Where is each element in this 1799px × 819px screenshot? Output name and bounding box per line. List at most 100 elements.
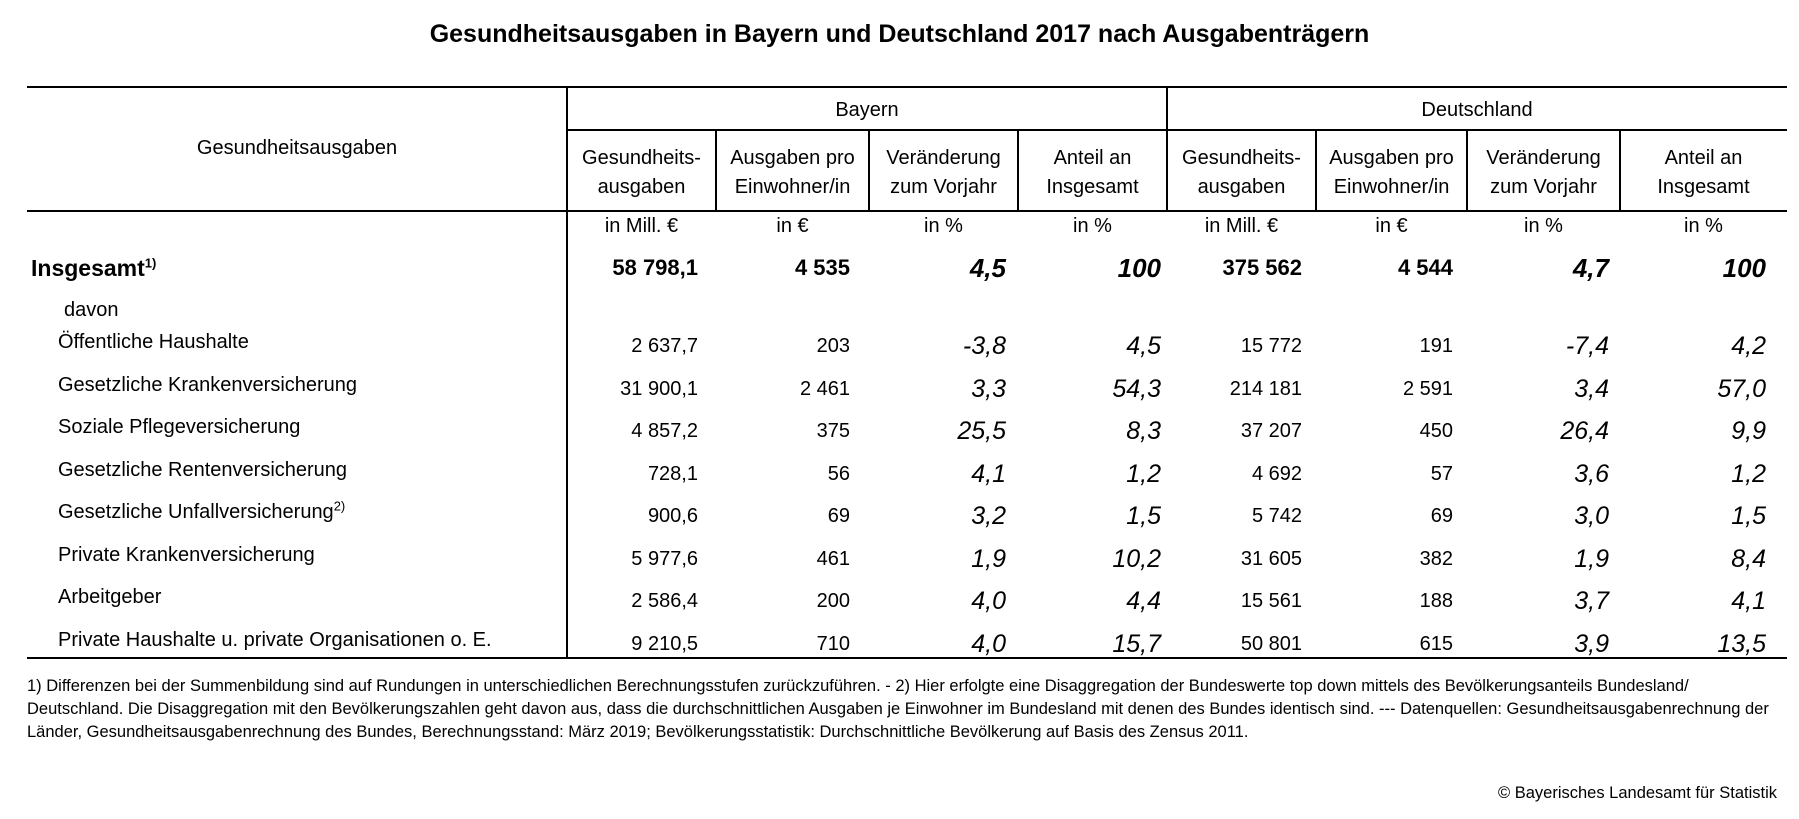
value-cell: 4,5	[1126, 332, 1161, 360]
footnote-marker: 1)	[144, 255, 157, 271]
value-cell: 3,0	[1574, 502, 1609, 530]
row-label-text: Gesetzliche Unfallversicherung	[58, 501, 334, 523]
value-cell: 2 637,7	[631, 335, 698, 357]
value-cell: 2 461	[799, 378, 850, 400]
value-cell: 26,4	[1560, 417, 1609, 445]
rule-bottom	[27, 657, 1787, 659]
row-label-text: Gesetzliche Krankenversicherung	[58, 374, 358, 396]
column-header-line1: Ausgaben pro	[1329, 147, 1454, 169]
value-cell: 5 977,6	[631, 548, 698, 570]
value-cell: 69	[827, 505, 850, 527]
row-label-text: Öffentliche Haushalte	[58, 331, 249, 353]
page-title: Gesundheitsausgaben in Bayern und Deutsc…	[429, 20, 1370, 48]
total-value-cell: 4 544	[1397, 255, 1453, 280]
row-label-text: Arbeitgeber	[58, 586, 162, 608]
value-cell: 4 692	[1251, 463, 1302, 485]
total-value-cell: 4,5	[969, 253, 1006, 283]
value-cell: 375	[816, 420, 850, 442]
value-cell: 4,0	[971, 587, 1006, 615]
column-header-line2: zum Vorjahr	[890, 176, 997, 198]
value-cell: 1,2	[1731, 460, 1766, 488]
value-cell: 31 900,1	[620, 378, 698, 400]
unit-label: in %	[1073, 215, 1112, 237]
value-cell: 8,3	[1126, 417, 1161, 445]
total-value-cell: 375 562	[1222, 255, 1302, 280]
column-header-line1: Ausgaben pro	[730, 147, 855, 169]
value-cell: 203	[816, 335, 850, 357]
value-cell: 1,5	[1126, 502, 1161, 530]
total-value-cell: 100	[1117, 253, 1161, 283]
copyright: © Bayerisches Landesamt für Statistik	[1497, 784, 1777, 802]
value-cell: 615	[1419, 633, 1453, 655]
vrule-col	[868, 130, 870, 210]
value-cell: 200	[816, 590, 850, 612]
column-header-line1: Anteil an	[1053, 147, 1132, 169]
row-label: Arbeitgeber	[58, 583, 558, 611]
row-label: Private Haushalte u. private Organisatio…	[58, 626, 558, 654]
value-cell: 15 561	[1240, 590, 1302, 612]
column-header-line2: Einwohner/in	[734, 176, 851, 198]
column-header-line1: Gesundheits-	[1182, 147, 1301, 169]
column-header-line1: Veränderung	[886, 147, 1001, 169]
value-cell: 25,5	[957, 417, 1006, 445]
value-cell: 4 857,2	[631, 420, 698, 442]
footnote-marker: 2)	[333, 498, 346, 514]
value-cell: 3,9	[1574, 630, 1609, 658]
value-cell: 450	[1419, 420, 1453, 442]
column-header-line2: ausgaben	[1197, 176, 1286, 198]
value-cell: 461	[816, 548, 850, 570]
value-cell: 710	[816, 633, 850, 655]
column-header-line2: Einwohner/in	[1333, 176, 1450, 198]
value-cell: 57,0	[1717, 375, 1766, 403]
value-cell: 37 207	[1240, 420, 1302, 442]
value-cell: 4,1	[1731, 587, 1766, 615]
value-cell: 3,3	[971, 375, 1006, 403]
column-header-line1: Veränderung	[1486, 147, 1601, 169]
value-cell: 54,3	[1112, 375, 1161, 403]
vrule-row-header	[566, 86, 568, 657]
rule-top	[27, 86, 1787, 88]
row-label-text: Soziale Pflegeversicherung	[58, 416, 301, 438]
value-cell: 9,9	[1731, 417, 1766, 445]
total-value-cell: 100	[1722, 253, 1766, 283]
value-cell: 15 772	[1240, 335, 1302, 357]
value-cell: 3,2	[971, 502, 1006, 530]
value-cell: -7,4	[1565, 332, 1609, 360]
value-cell: 1,2	[1126, 460, 1161, 488]
value-cell: 69	[1430, 505, 1453, 527]
value-cell: 4,2	[1731, 332, 1766, 360]
value-cell: 3,4	[1574, 375, 1609, 403]
vrule-col	[1017, 130, 1019, 210]
value-cell: 900,6	[647, 505, 698, 527]
value-cell: 3,7	[1574, 587, 1609, 615]
row-label-text: Private Krankenversicherung	[58, 544, 315, 566]
value-cell: 188	[1419, 590, 1453, 612]
value-cell: 15,7	[1112, 630, 1161, 658]
unit-label: in %	[1684, 215, 1723, 237]
value-cell: 1,9	[1574, 545, 1609, 573]
rule-header-bottom	[27, 210, 1787, 212]
davon-label: davon	[64, 299, 119, 321]
value-cell: 4,4	[1126, 587, 1161, 615]
total-value-cell: 4 535	[794, 255, 850, 280]
value-cell: 10,2	[1112, 545, 1161, 573]
value-cell: 3,6	[1574, 460, 1609, 488]
row-header-label: Gesundheitsausgaben	[196, 137, 398, 159]
value-cell: 4,0	[971, 630, 1006, 658]
column-header-line1: Anteil an	[1664, 147, 1743, 169]
value-cell: 1,9	[971, 545, 1006, 573]
value-cell: 1,5	[1731, 502, 1766, 530]
unit-label: in %	[1524, 215, 1563, 237]
row-label: Gesetzliche Rentenversicherung	[58, 456, 558, 484]
value-cell: 9 210,5	[631, 633, 698, 655]
value-cell: 4,1	[971, 460, 1006, 488]
value-cell: 191	[1419, 335, 1453, 357]
value-cell: 31 605	[1240, 548, 1302, 570]
unit-label: in %	[924, 215, 963, 237]
value-cell: 2 586,4	[631, 590, 698, 612]
vrule-col	[715, 130, 717, 210]
row-label-text: Gesetzliche Rentenversicherung	[58, 459, 348, 481]
row-label-text: Private Haushalte u. private Organisatio…	[58, 629, 492, 651]
row-label: Soziale Pflegeversicherung	[58, 413, 558, 441]
vrule-groups	[1166, 86, 1168, 210]
